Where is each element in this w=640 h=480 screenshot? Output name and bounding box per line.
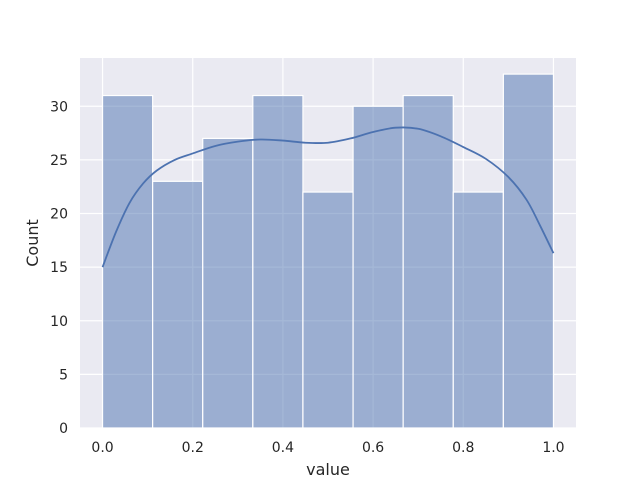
x-tick-labels: 0.0 0.2 0.4 0.6 0.8 1.0 [91,440,564,456]
y-tick-label: 20 [50,207,68,223]
x-axis-label: value [306,460,350,479]
x-tick-label: 0.6 [362,440,384,456]
x-tick-label: 0.0 [91,440,113,456]
x-tick-label: 0.8 [452,440,474,456]
histogram-bars [101,73,555,429]
histogram-bar [502,73,555,429]
x-tick-label: 0.4 [272,440,294,456]
histogram-bar [402,94,454,429]
x-tick-label: 1.0 [542,440,564,456]
histogram-bar [352,105,404,429]
y-tick-label: 15 [50,260,68,276]
kde-curve [101,126,555,268]
histogram-bar [452,191,504,429]
y-tick-label: 0 [59,421,68,437]
histogram-bar [252,94,304,429]
histogram-bar [101,94,154,429]
histogram-bar [152,180,204,429]
histogram-bar [202,137,254,429]
y-tick-label: 25 [50,153,68,169]
y-tick-label: 30 [50,99,68,115]
y-axis-label: Count [23,219,42,267]
y-tick-label: 5 [59,367,68,383]
y-tick-label: 10 [50,314,68,330]
x-tick-label: 0.2 [182,440,204,456]
y-tick-labels: 0 5 10 15 20 25 30 [50,99,68,437]
histogram-bar [302,191,354,429]
